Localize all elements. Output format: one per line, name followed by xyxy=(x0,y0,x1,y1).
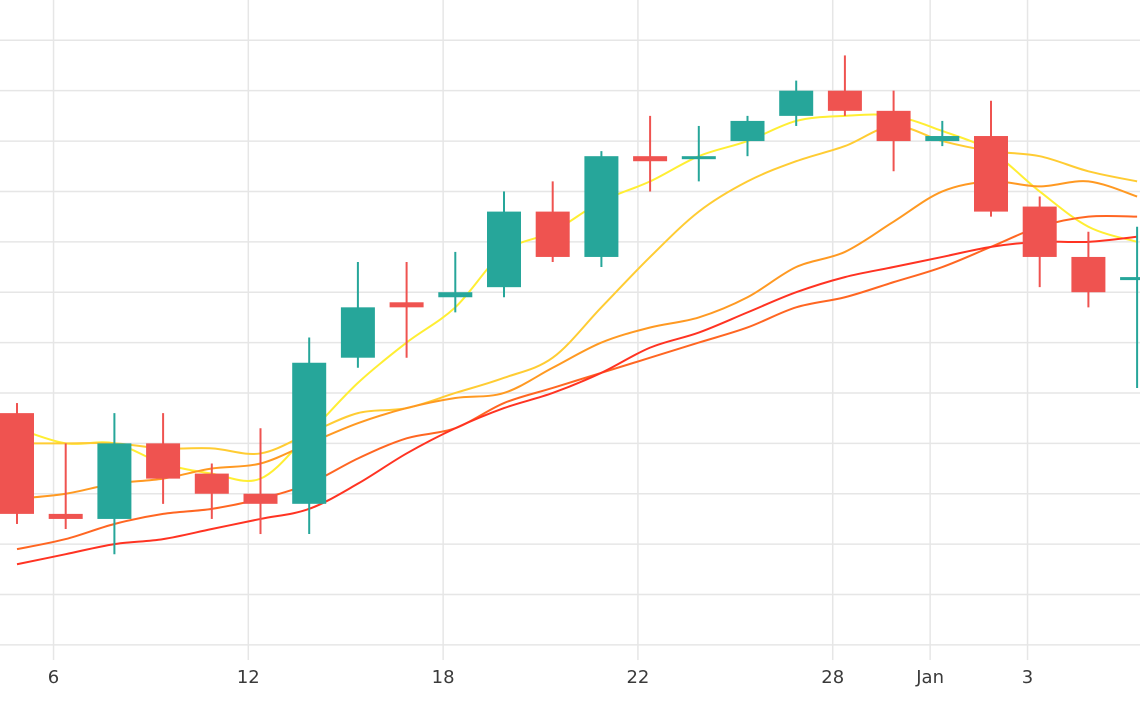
candle-body xyxy=(243,493,278,504)
candle-13 xyxy=(633,115,668,192)
x-tick-label: 6 xyxy=(48,667,59,688)
candle-body xyxy=(438,292,473,298)
moving-average-line-3 xyxy=(16,180,1138,500)
candle-20 xyxy=(974,100,1008,217)
candle-15 xyxy=(730,115,765,157)
candle-9 xyxy=(438,251,473,313)
candle-12 xyxy=(584,151,619,268)
moving-average-line-4 xyxy=(16,214,1138,551)
candle-body xyxy=(48,513,83,519)
candle-7 xyxy=(340,261,375,368)
x-tick-label: 22 xyxy=(626,667,649,688)
candle-body xyxy=(535,211,570,257)
candle-body xyxy=(974,136,1008,212)
moving-average-line-2 xyxy=(17,124,1138,455)
candle-16 xyxy=(779,80,814,126)
candles xyxy=(0,55,1140,555)
candle-0 xyxy=(0,403,34,524)
candle-body xyxy=(389,302,424,308)
candle-5 xyxy=(243,428,278,535)
candle-body xyxy=(730,120,765,142)
candle-4 xyxy=(194,463,229,519)
grid xyxy=(0,0,1140,660)
candle-body xyxy=(827,90,862,111)
x-tick-label: Jan xyxy=(915,667,944,688)
x-tick-label: 12 xyxy=(237,667,260,688)
candle-body xyxy=(876,110,911,142)
candle-18 xyxy=(876,90,911,172)
candle-body xyxy=(146,443,181,479)
candle-body xyxy=(487,211,521,288)
candle-23 xyxy=(1120,226,1140,388)
x-tick-label: 28 xyxy=(821,667,844,688)
candle-body xyxy=(584,156,619,257)
moving-average-line-5 xyxy=(16,235,1138,566)
candle-22 xyxy=(1071,231,1106,308)
candle-body xyxy=(0,413,34,514)
candle-11 xyxy=(535,181,570,262)
candle-14 xyxy=(681,125,716,182)
candle-body xyxy=(1120,277,1140,281)
candle-body xyxy=(340,307,375,358)
candle-21 xyxy=(1022,196,1057,288)
candle-8 xyxy=(389,261,424,358)
candle-10 xyxy=(487,191,521,298)
candle-2 xyxy=(97,413,132,555)
candle-body xyxy=(633,156,668,162)
candle-17 xyxy=(827,55,862,116)
candle-body xyxy=(779,90,814,116)
x-axis: 6 12 18 22 28 Jan 3 xyxy=(48,667,1033,688)
candle-body xyxy=(1022,206,1057,257)
candle-body xyxy=(681,156,716,160)
candle-19 xyxy=(925,120,960,147)
candle-3 xyxy=(146,413,181,504)
candle-body xyxy=(97,443,132,519)
x-tick-label: 18 xyxy=(432,667,455,688)
candle-body xyxy=(194,473,229,494)
candle-1 xyxy=(48,443,83,530)
candle-body xyxy=(925,136,960,142)
candle-6 xyxy=(292,337,327,535)
candle-body xyxy=(292,362,327,504)
candle-body xyxy=(1071,256,1106,293)
x-tick-label: 3 xyxy=(1022,667,1033,688)
moving-average-lines xyxy=(16,113,1138,566)
